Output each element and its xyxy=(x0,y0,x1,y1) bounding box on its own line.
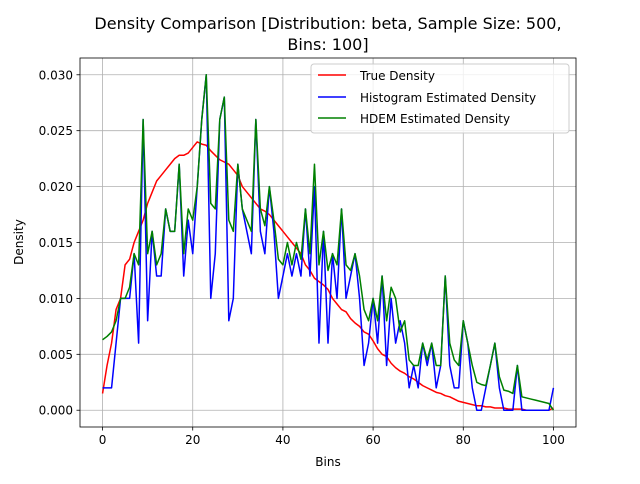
legend-label-hdem: HDEM Estimated Density xyxy=(360,112,510,126)
legend-box xyxy=(310,63,570,134)
y-axis-label: Density xyxy=(12,219,26,265)
y-tick-label: 0.015 xyxy=(39,236,73,250)
legend-label-histogram: Histogram Estimated Density xyxy=(360,91,536,105)
x-tick-label: 20 xyxy=(185,433,200,447)
x-tick-label: 0 xyxy=(99,433,107,447)
legend-label-true-density: True Density xyxy=(359,69,435,83)
x-axis-label: Bins xyxy=(315,455,340,469)
x-axis-ticks: 0 20 40 60 80 100 xyxy=(99,427,565,447)
chart-title-line2: Bins: 100] xyxy=(287,35,368,54)
y-axis-ticks: 0.000 0.005 0.010 0.015 0.020 0.025 0.030 xyxy=(39,68,80,418)
true-density-line xyxy=(101,141,554,411)
y-tick-label: 0.005 xyxy=(39,348,73,362)
y-tick-label: 0.010 xyxy=(39,292,73,306)
chart-title-line1: Density Comparison [Distribution: beta, … xyxy=(94,14,561,33)
series-lines xyxy=(101,74,555,411)
hdem-density-line xyxy=(102,74,555,411)
y-tick-label: 0.025 xyxy=(39,124,73,138)
y-tick-label: 0.030 xyxy=(39,68,73,82)
x-tick-label: 60 xyxy=(365,433,380,447)
y-tick-label: 0.000 xyxy=(39,404,73,418)
legend: True Density Histogram Estimated Density… xyxy=(310,63,570,134)
x-tick-label: 100 xyxy=(542,433,565,447)
x-tick-label: 40 xyxy=(275,433,290,447)
y-tick-label: 0.020 xyxy=(39,180,73,194)
grid xyxy=(80,58,576,427)
x-tick-label: 80 xyxy=(456,433,471,447)
